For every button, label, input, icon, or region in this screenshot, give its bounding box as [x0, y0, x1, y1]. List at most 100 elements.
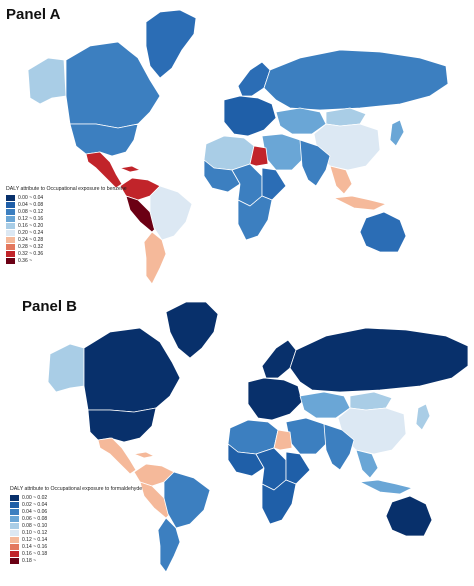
region-brazil [149, 185, 193, 241]
region-canada [65, 41, 161, 129]
legend-swatch [6, 208, 15, 215]
legend-item: 0.04 ~ 0.08 [6, 201, 127, 208]
panel-a-title: Panel A [6, 6, 61, 23]
legend-label: 0.36 ~ [18, 257, 33, 264]
legend-label: 0.16 ~ 0.20 [18, 222, 44, 229]
region-canada [83, 327, 181, 413]
region-caribbean [133, 451, 155, 459]
legend-item: 0.16 ~ 0.18 [10, 550, 142, 557]
legend-swatch [6, 243, 15, 250]
legend-swatch [10, 557, 19, 564]
region-europe [247, 377, 303, 421]
legend-item: 0.18 ~ [10, 557, 142, 564]
panel-a-legend: DALY attribute to Occupational exposure … [6, 186, 127, 264]
region-caribbean [119, 165, 141, 173]
legend-label: 0.12 ~ 0.14 [22, 536, 48, 543]
legend-label: 0.10 ~ 0.12 [22, 529, 48, 536]
region-central-america [97, 437, 137, 475]
region-japan [389, 119, 405, 147]
legend-label: 0.28 ~ 0.32 [18, 243, 44, 250]
panel-b: Panel B DALY attribute to Occupational e… [0, 292, 474, 586]
legend-item: 0.00 ~ 0.04 [6, 194, 127, 201]
region-southern-africa [237, 195, 273, 241]
region-mongolia [325, 107, 367, 127]
legend-label: 0.20 ~ 0.24 [18, 229, 44, 236]
legend-label: 0.02 ~ 0.04 [22, 501, 48, 508]
legend-item: 0.20 ~ 0.24 [6, 229, 127, 236]
panel-a: Panel A DALY attribute to Occupational e… [0, 0, 474, 292]
legend-swatch [10, 550, 19, 557]
legend-item: 0.14 ~ 0.16 [10, 543, 142, 550]
legend-item: 0.00 ~ 0.02 [10, 494, 142, 501]
region-west-africa [203, 159, 241, 193]
legend-title: DALY attribute to Occupational exposure … [6, 186, 127, 192]
region-indonesia [333, 195, 387, 211]
legend-title: DALY attribute to Occupational exposure … [10, 486, 143, 492]
legend-swatch [6, 236, 15, 243]
region-scandinavia [237, 61, 271, 97]
legend-label: 0.12 ~ 0.16 [18, 215, 44, 222]
legend-label: 0.08 ~ 0.10 [22, 522, 48, 529]
region-russia [263, 49, 449, 111]
legend-item: 0.02 ~ 0.04 [10, 501, 142, 508]
panel-b-title: Panel B [22, 298, 78, 315]
region-alaska [47, 343, 85, 393]
legend-label: 0.00 ~ 0.04 [18, 194, 44, 201]
legend-item: 0.32 ~ 0.36 [6, 250, 127, 257]
legend-label: 0.04 ~ 0.06 [22, 508, 48, 515]
region-southeast-asia [355, 449, 379, 479]
legend-label: 0.08 ~ 0.12 [18, 208, 44, 215]
legend-label: 0.00 ~ 0.02 [22, 494, 48, 501]
region-brazil [163, 471, 211, 529]
region-egypt [273, 429, 293, 451]
region-east-africa [261, 167, 287, 201]
legend-swatch [6, 201, 15, 208]
legend-swatch [10, 529, 19, 536]
legend-item: 0.36 ~ [6, 257, 127, 264]
legend-item: 0.24 ~ 0.28 [6, 236, 127, 243]
legend-item: 0.10 ~ 0.12 [10, 529, 142, 536]
region-mongolia [349, 391, 393, 411]
region-australia [385, 495, 433, 537]
region-southern-cone [143, 231, 167, 285]
region-greenland [145, 9, 197, 79]
legend-swatch [10, 522, 19, 529]
region-usa [69, 123, 139, 157]
legend-label: 0.32 ~ 0.36 [18, 250, 44, 257]
region-central-america [85, 151, 123, 189]
legend-item: 0.28 ~ 0.32 [6, 243, 127, 250]
legend-swatch [6, 222, 15, 229]
region-europe [223, 95, 277, 137]
legend-swatch [6, 257, 15, 264]
region-greenland [165, 301, 219, 359]
legend-item: 0.12 ~ 0.16 [6, 215, 127, 222]
region-india [299, 139, 331, 187]
legend-swatch [10, 515, 19, 522]
region-west-africa [227, 443, 265, 477]
region-middle-east [285, 417, 331, 455]
legend-item: 0.12 ~ 0.14 [10, 536, 142, 543]
region-central-asia [275, 107, 327, 135]
legend-swatch [6, 229, 15, 236]
legend-swatch [6, 215, 15, 222]
legend-label: 0.16 ~ 0.18 [22, 550, 48, 557]
legend-swatch [10, 501, 19, 508]
region-australia [359, 211, 407, 253]
legend-label: 0.14 ~ 0.16 [22, 543, 48, 550]
region-southern-cone [157, 517, 181, 573]
region-southern-africa [261, 479, 297, 525]
legend-label: 0.06 ~ 0.08 [22, 515, 48, 522]
region-alaska [27, 57, 67, 105]
legend-label: 0.18 ~ [22, 557, 37, 564]
region-egypt [249, 145, 269, 167]
world-map-a [27, 9, 449, 285]
legend-label: 0.24 ~ 0.28 [18, 236, 44, 243]
legend-swatch [6, 194, 15, 201]
region-india [323, 423, 355, 471]
legend-swatch [10, 508, 19, 515]
legend-label: 0.04 ~ 0.08 [18, 201, 44, 208]
legend-item: 0.08 ~ 0.10 [10, 522, 142, 529]
region-usa [87, 407, 157, 443]
region-middle-east [261, 133, 307, 171]
